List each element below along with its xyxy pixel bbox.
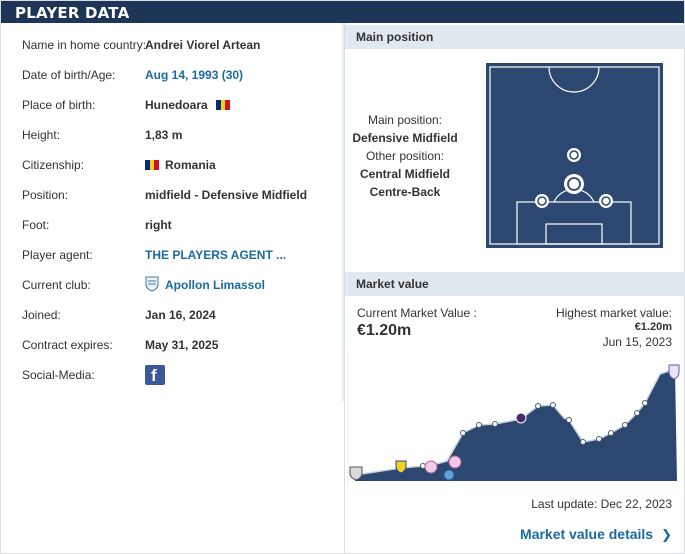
info-row-joined: Joined: Jan 16, 2024 (22, 305, 342, 325)
info-value-social (145, 365, 165, 391)
info-label: Height: (22, 128, 61, 142)
position-text: Main position: Defensive Midfield Other … (345, 111, 465, 201)
birthdate-link[interactable]: Aug 14, 1993 (30) (145, 68, 244, 82)
info-row-height: Height: 1,83 m (22, 125, 342, 145)
club-crest-markers (349, 364, 680, 481)
position-marker-centre-back-left (535, 194, 549, 208)
info-value-name: Andrei Viorel Artean (145, 38, 261, 52)
position-marker-defensive-midfield (564, 174, 584, 194)
info-row-birth: Date of birth/Age: Aug 14, 1993 (30) (22, 65, 342, 85)
current-value-label: Current Market Value : (357, 306, 477, 320)
player-info-list: Name in home country: Andrei Viorel Arte… (1, 23, 344, 553)
chevron-right-icon: ❯ (661, 527, 672, 542)
info-label: Foot: (22, 218, 50, 232)
info-row-position: Position: midfield - Defensive Midfield (22, 185, 342, 205)
info-value-foot: right (145, 218, 172, 232)
info-row-contract: Contract expires: May 31, 2025 (22, 335, 342, 355)
club-name[interactable]: Apollon Limassol (165, 278, 266, 292)
info-value-place: Hunedoara (145, 95, 230, 115)
info-label: Joined: (22, 308, 61, 322)
main-position-label: Main position: (367, 113, 443, 127)
market-value-title: Market value (345, 272, 685, 296)
info-value-citizenship: Romania (145, 155, 216, 175)
info-label: Date of birth/Age: (22, 68, 116, 82)
citizenship-text: Romania (165, 158, 216, 172)
main-position-title: Main position (345, 25, 685, 49)
other-position-value: Centre-Back (369, 185, 441, 199)
info-label: Name in home country: (22, 38, 147, 52)
market-value-chart[interactable] (345, 351, 685, 491)
info-row-citizenship: Citizenship: Romania (22, 155, 342, 175)
other-position-label: Other position: (365, 149, 445, 163)
apollon-crest-icon (145, 276, 159, 292)
column-divider (344, 23, 345, 553)
highest-value-label: Highest market value: (555, 306, 672, 320)
info-label: Social-Media: (22, 368, 95, 382)
position-marker-centre-back-right (599, 194, 613, 208)
info-label: Citizenship: (22, 158, 85, 172)
last-update: Last update: Dec 22, 2023 (531, 497, 672, 511)
info-label: Current club: (22, 278, 91, 292)
highest-value-date: Jun 15, 2023 (602, 335, 672, 349)
info-row-club: Current club: Apollon Limassol (22, 275, 342, 295)
section-header: PLAYER DATA (1, 1, 684, 23)
other-position-value: Central Midfield (359, 167, 450, 181)
facebook-icon[interactable] (145, 365, 165, 386)
position-marker-central-midfield (567, 148, 581, 162)
romania-flag-icon (216, 100, 230, 110)
birthplace-text: Hunedoara (145, 98, 208, 112)
details-link-text[interactable]: Market value details (520, 526, 654, 542)
center-circle (548, 66, 600, 93)
current-value: €1.20m (357, 322, 412, 339)
info-label: Place of birth: (22, 98, 96, 112)
info-row-agent: Player agent: THE PLAYERS AGENT ... (22, 245, 342, 265)
info-value-height: 1,83 m (145, 128, 183, 142)
column-divider-shade (342, 23, 344, 401)
info-value-joined: Jan 16, 2024 (145, 308, 216, 322)
info-value-contract: May 31, 2025 (145, 338, 219, 352)
market-value-area (355, 369, 677, 481)
info-row-place: Place of birth: Hunedoara (22, 95, 342, 115)
market-value-details-link[interactable]: Market value details ❯ (520, 526, 672, 543)
info-row-social: Social-Media: (22, 365, 342, 386)
info-value-position: midfield - Defensive Midfield (145, 188, 308, 202)
info-row-name: Name in home country: Andrei Viorel Arte… (22, 35, 342, 55)
club-link[interactable]: Apollon Limassol (145, 275, 265, 295)
info-label: Contract expires: (22, 338, 113, 352)
highest-value: €1.20m (634, 321, 672, 333)
main-position-value: Defensive Midfield (352, 131, 458, 145)
info-label: Position: (22, 188, 69, 202)
goal-area (545, 223, 603, 245)
romania-flag-icon (145, 160, 159, 170)
info-label: Player agent: (22, 248, 93, 262)
pitch-diagram (486, 63, 663, 248)
agent-link[interactable]: THE PLAYERS AGENT ... (145, 248, 287, 262)
info-row-foot: Foot: right (22, 215, 342, 235)
